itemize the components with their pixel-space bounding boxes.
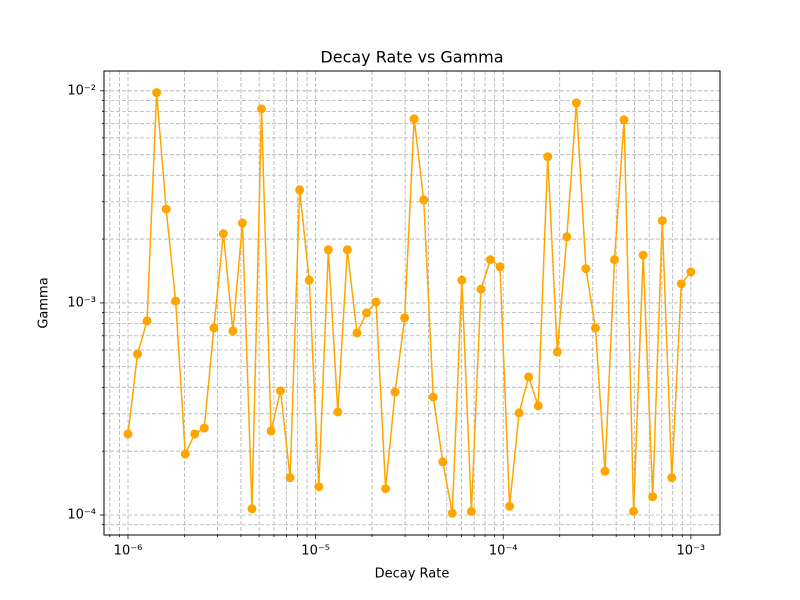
data-line xyxy=(127,92,692,514)
data-point xyxy=(419,195,429,205)
data-point xyxy=(400,313,410,323)
data-point xyxy=(562,232,572,242)
y-tick-label: 10⁻³ xyxy=(67,295,96,310)
data-point xyxy=(180,449,190,459)
data-point xyxy=(133,349,143,359)
data-point xyxy=(237,218,247,228)
data-point xyxy=(247,504,257,514)
data-point xyxy=(228,326,238,336)
plot-frame xyxy=(103,70,721,536)
data-point xyxy=(257,104,267,114)
y-tick-label: 10⁻⁴ xyxy=(67,508,96,523)
data-point xyxy=(276,386,286,396)
data-point xyxy=(190,429,200,439)
x-axis-label: Decay Rate xyxy=(375,567,450,582)
data-point xyxy=(600,466,610,476)
data-point xyxy=(285,473,295,483)
x-tick-label: 10⁻⁴ xyxy=(489,544,518,559)
data-point xyxy=(552,347,562,357)
data-point xyxy=(619,115,629,125)
data-point xyxy=(438,457,448,467)
data-point xyxy=(218,229,228,239)
data-point xyxy=(323,245,333,255)
data-point xyxy=(266,426,276,436)
data-point xyxy=(428,392,438,402)
data-point xyxy=(142,316,152,326)
data-point xyxy=(304,275,314,285)
data-point xyxy=(495,262,505,272)
data-point xyxy=(199,423,209,433)
data-point xyxy=(342,245,352,255)
data-point xyxy=(524,372,534,382)
data-point xyxy=(667,473,677,483)
data-point xyxy=(581,264,591,274)
data-point xyxy=(123,429,133,439)
data-point xyxy=(457,275,467,285)
data-point xyxy=(648,492,658,502)
data-point xyxy=(571,98,581,108)
data-point xyxy=(381,484,391,494)
data-point xyxy=(629,506,639,516)
data-point xyxy=(657,216,667,226)
data-point xyxy=(686,267,696,277)
data-point xyxy=(485,255,495,265)
data-point xyxy=(371,297,381,307)
data-point xyxy=(409,114,419,124)
data-point xyxy=(505,501,515,511)
data-point xyxy=(590,323,600,333)
data-point xyxy=(610,255,620,265)
data-point xyxy=(171,296,181,306)
data-point xyxy=(161,204,171,214)
x-tick-label: 10⁻⁶ xyxy=(114,544,143,559)
data-point xyxy=(533,401,543,411)
data-point xyxy=(390,387,400,397)
x-tick-label: 10⁻⁵ xyxy=(301,544,330,559)
data-point xyxy=(466,506,476,516)
data-point xyxy=(295,185,305,195)
data-point xyxy=(447,508,457,518)
data-point xyxy=(638,250,648,260)
data-point xyxy=(543,152,553,162)
data-point xyxy=(352,328,362,338)
data-point xyxy=(152,88,162,98)
y-tick-label: 10⁻² xyxy=(67,83,96,98)
x-tick-label: 10⁻³ xyxy=(677,544,706,559)
data-point xyxy=(514,408,524,418)
y-axis-label: Gamma xyxy=(37,277,52,328)
data-point xyxy=(209,323,219,333)
data-point xyxy=(333,407,343,417)
data-point xyxy=(676,279,686,289)
data-point xyxy=(476,284,486,294)
chart-title: Decay Rate vs Gamma xyxy=(320,48,503,67)
data-point xyxy=(361,308,371,318)
data-point xyxy=(314,482,324,492)
